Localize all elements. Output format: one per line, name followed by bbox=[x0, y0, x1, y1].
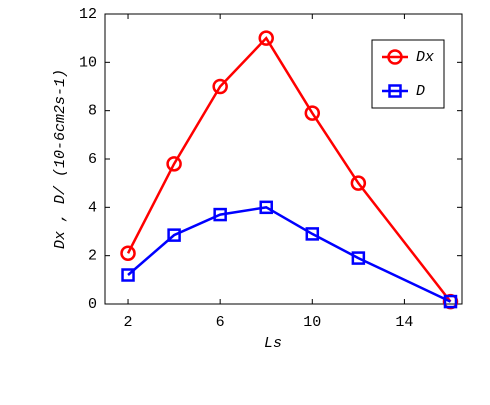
y-tick-label: 6 bbox=[88, 151, 97, 168]
y-tick-label: 12 bbox=[79, 6, 97, 23]
series-line bbox=[127, 206, 452, 303]
y-axis-label: Dx , D/ (10-6cm2s-1) bbox=[52, 69, 69, 249]
data-point bbox=[350, 175, 367, 191]
legend-label: D bbox=[416, 83, 425, 100]
data-point bbox=[443, 294, 458, 309]
data-point bbox=[259, 200, 273, 215]
data-point bbox=[213, 207, 227, 222]
legend-marker bbox=[388, 84, 402, 98]
y-tick-label: 0 bbox=[88, 296, 97, 313]
y-tick-label: 4 bbox=[88, 199, 97, 216]
data-point bbox=[258, 30, 274, 46]
data-point bbox=[121, 268, 135, 282]
series-line bbox=[126, 36, 452, 303]
x-axis-label: Ls bbox=[264, 335, 282, 352]
data-point bbox=[304, 105, 321, 121]
x-tick-label: 2 bbox=[124, 314, 133, 331]
y-tick-label: 8 bbox=[88, 103, 97, 120]
x-tick-label: 10 bbox=[303, 314, 321, 331]
legend-box bbox=[371, 39, 445, 109]
data-point bbox=[212, 78, 228, 95]
data-point bbox=[120, 245, 136, 261]
data-point bbox=[351, 251, 366, 265]
y-tick-label: 2 bbox=[88, 248, 97, 265]
data-point bbox=[305, 227, 320, 241]
data-point bbox=[167, 228, 181, 242]
legend-marker bbox=[387, 49, 403, 65]
legend-label: Dx bbox=[416, 49, 434, 66]
data-point bbox=[166, 156, 182, 172]
x-tick-label: 6 bbox=[216, 314, 225, 331]
x-tick-label: 14 bbox=[395, 314, 413, 331]
y-tick-label: 10 bbox=[79, 54, 97, 71]
